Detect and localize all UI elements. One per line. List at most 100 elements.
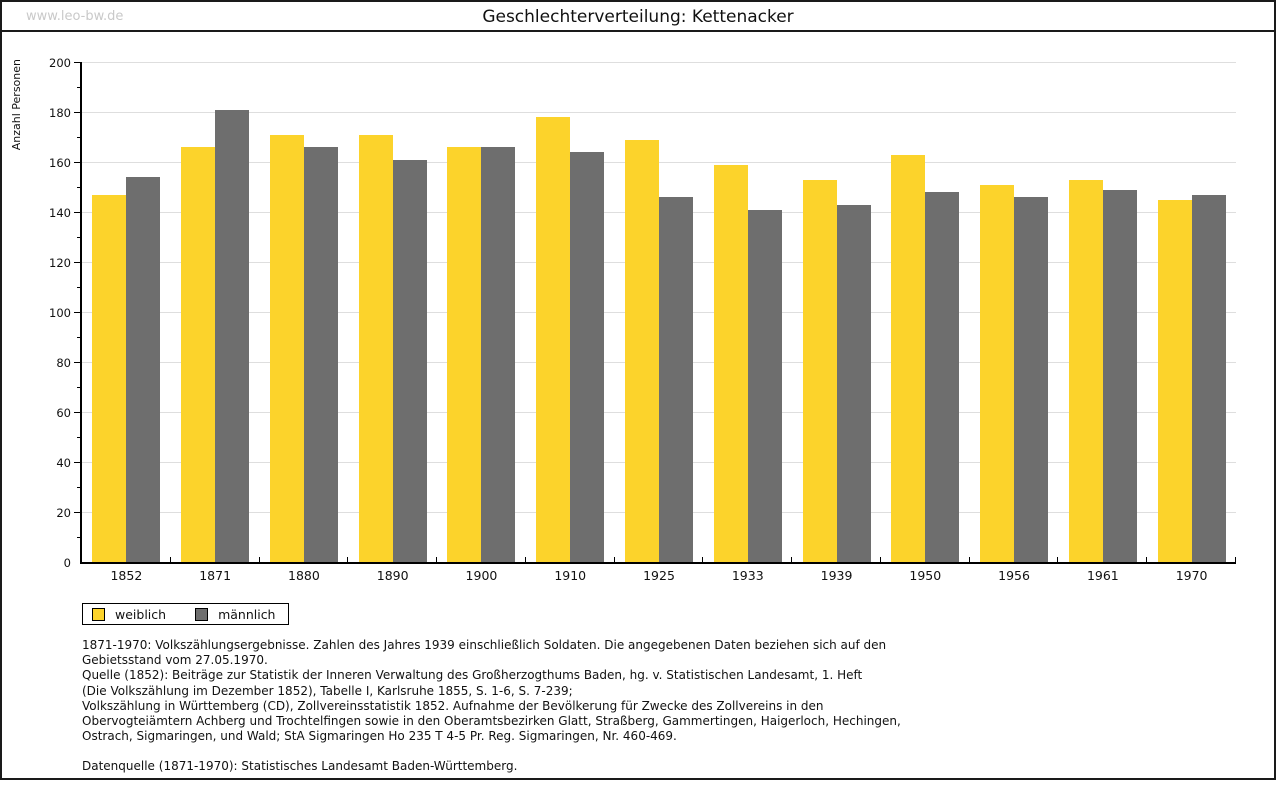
y-tick-180: [74, 112, 80, 113]
chart-title: Geschlechterverteilung: Kettenacker: [482, 7, 794, 27]
y-axis-title: Anzahl Personen: [10, 59, 23, 151]
bar-weiblich-1910: [536, 117, 571, 562]
gridline-180: [82, 112, 1236, 113]
source-line-7: Ostrach, Sigmaringen, und Wald; StA Sigm…: [82, 729, 677, 744]
y-tick-label-60: 60: [56, 406, 71, 420]
bar-männlich-1933: [747, 209, 782, 562]
x-tick-label-1880: 1880: [288, 568, 320, 583]
bar-männlich-1871: [215, 109, 250, 562]
legend-item-weiblich: weiblich: [92, 607, 166, 622]
y-tick-90: [77, 337, 80, 338]
bar-männlich-1852: [126, 177, 161, 562]
y-tick-140: [74, 212, 80, 213]
x-boundary-tick-3: [347, 557, 349, 562]
x-tick-label-1961: 1961: [1086, 568, 1119, 583]
bar-männlich-1910: [570, 152, 605, 562]
source-line-6: Obervogteiämtern Achberg und Trochtelfin…: [82, 714, 901, 729]
legend-swatch-maennlich: [195, 607, 209, 621]
x-tick-label-1950: 1950: [909, 568, 942, 583]
x-boundary-tick-6: [613, 557, 615, 562]
y-tick-190: [77, 87, 80, 88]
x-tick-label-1939: 1939: [820, 568, 853, 583]
y-tick-60: [74, 412, 80, 413]
y-tick-170: [77, 137, 80, 138]
y-tick-label-200: 200: [49, 56, 71, 70]
bar-männlich-1939: [836, 204, 871, 562]
y-tick-label-140: 140: [49, 206, 71, 220]
x-tick-label-1933: 1933: [731, 568, 764, 583]
y-tick-label-0: 0: [63, 556, 71, 570]
x-tick-label-1890: 1890: [376, 568, 409, 583]
legend-label-maennlich: männlich: [218, 606, 276, 622]
y-tick-160: [74, 162, 80, 163]
legend-label-weiblich: weiblich: [115, 606, 167, 622]
gridline-200: [82, 62, 1236, 63]
x-boundary-tick-7: [702, 557, 704, 562]
x-boundary-tick-8: [791, 557, 793, 562]
x-tick-label-1852: 1852: [110, 568, 143, 583]
y-tick-10: [77, 537, 80, 538]
x-tick-label-1900: 1900: [465, 568, 498, 583]
gridline-160: [82, 162, 1236, 163]
source-line-2: Gebietsstand vom 27.05.1970.: [82, 653, 268, 668]
x-boundary-tick-5: [524, 557, 526, 562]
y-tick-30: [77, 487, 80, 488]
bar-männlich-1956: [1014, 197, 1049, 562]
y-tick-label-80: 80: [56, 356, 71, 370]
y-tick-40: [74, 462, 80, 463]
y-tick-label-120: 120: [49, 256, 71, 270]
datenquelle-line: Datenquelle (1871-1970): Statistisches L…: [82, 759, 518, 774]
y-tick-120: [74, 262, 80, 263]
bar-weiblich-1852: [92, 194, 127, 562]
y-tick-150: [77, 187, 80, 188]
x-boundary-tick-2: [258, 557, 260, 562]
y-tick-label-20: 20: [56, 506, 71, 520]
y-tick-label-180: 180: [49, 106, 71, 120]
y-tick-80: [74, 362, 80, 363]
y-tick-20: [74, 512, 80, 513]
header: www.leo-bw.de Geschlechterverteilung: Ke…: [2, 2, 1274, 32]
bar-weiblich-1925: [625, 139, 659, 562]
bar-weiblich-1939: [802, 179, 837, 562]
bar-männlich-1961: [1102, 189, 1137, 562]
bar-weiblich-1890: [358, 134, 393, 562]
y-tick-label-40: 40: [56, 456, 71, 470]
x-boundary-tick-12: [1146, 557, 1148, 562]
plot-area: 0 20 40 60 80 100 120 140 160 180 200 1852 1871 1880 1…: [49, 56, 1236, 583]
source-line-5: Volkszählung in Württemberg (CD), Zollve…: [82, 698, 824, 713]
bar-weiblich-1950: [891, 154, 926, 562]
legend: weiblich männlich: [82, 603, 289, 625]
bar-weiblich-1871: [181, 147, 216, 562]
source-notes: 1871-1970: Volkszählungsergebnisse. Zahl…: [82, 638, 1202, 775]
legend-swatch-weiblich: [92, 607, 105, 621]
bar-weiblich-1880: [269, 134, 304, 562]
source-line-4: (Die Volkszählung im Dezember 1852), Tab…: [82, 683, 573, 698]
watermark-url: www.leo-bw.de: [26, 9, 124, 24]
x-tick-label-1871: 1871: [199, 568, 232, 583]
y-tick-50: [77, 437, 80, 438]
x-boundary-tick-1: [169, 557, 171, 562]
x-tick-label-1970: 1970: [1175, 568, 1208, 583]
bar-männlich-1900: [481, 147, 516, 562]
source-line-1: 1871-1970: Volkszählungsergebnisse. Zahl…: [82, 638, 887, 652]
x-boundary-tick-13: [1235, 557, 1236, 562]
y-tick-70: [77, 387, 80, 388]
bar-männlich-1970: [1191, 194, 1226, 562]
x-tick-label-1956: 1956: [998, 568, 1030, 583]
bar-weiblich-1900: [447, 147, 482, 562]
x-boundary-tick-11: [1057, 557, 1059, 562]
source-lines: 1871-1970: Volkszählungsergebnisse. Zahl…: [82, 638, 1202, 744]
bar-männlich-1880: [303, 147, 338, 562]
y-tick-110: [77, 287, 80, 288]
x-boundary-tick-10: [968, 557, 970, 562]
x-tick-label-1910: 1910: [554, 568, 587, 583]
bar-männlich-1890: [392, 159, 427, 562]
y-tick-200: [74, 62, 80, 63]
bar-weiblich-1956: [980, 184, 1015, 562]
y-tick-label-100: 100: [49, 306, 71, 320]
source-line-3: Quelle (1852): Beiträge zur Statistik de…: [82, 668, 863, 683]
x-boundary-tick-9: [879, 557, 881, 562]
x-tick-label-1925: 1925: [643, 568, 675, 583]
bar-männlich-1950: [925, 192, 960, 562]
